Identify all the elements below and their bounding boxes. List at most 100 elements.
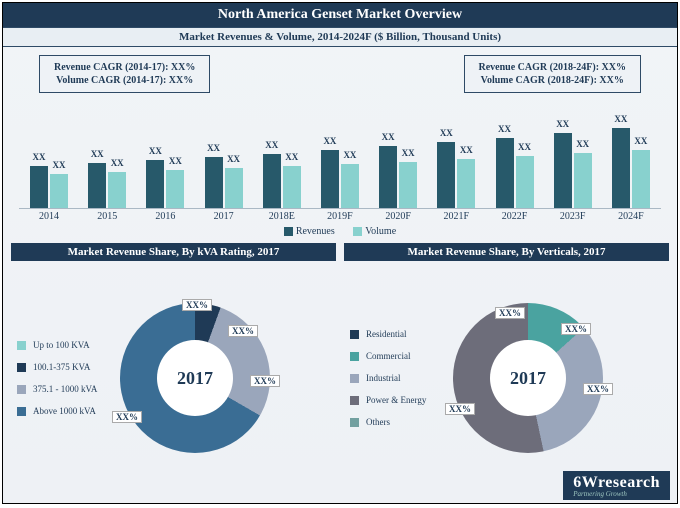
donut-legend-item: Commercial <box>350 351 439 361</box>
legend-swatch <box>17 407 26 416</box>
cagr-left-line2: Volume CAGR (2014-17): XX% <box>54 74 195 87</box>
bar-value-label: XX <box>111 158 124 168</box>
bar-chart: XXXXXXXXXXXXXXXXXXXXXXXXXXXXXXXXXXXXXXXX… <box>3 97 677 243</box>
bar-group: XXXX <box>430 142 482 208</box>
revenue-bar: XX <box>30 166 48 208</box>
bar-value-label: XX <box>498 124 511 134</box>
donut-kva-center: 2017 <box>157 340 233 416</box>
x-axis-label: 2014 <box>23 211 75 222</box>
revenue-bar: XX <box>321 150 339 208</box>
legend-label: Industrial <box>366 373 401 383</box>
bar-value-label: XX <box>382 132 395 142</box>
volume-bar: XX <box>108 172 126 208</box>
legend-swatch <box>350 418 359 427</box>
legend-label: Others <box>366 417 390 427</box>
slice-label: XX% <box>228 325 258 337</box>
legend-label: Above 1000 kVA <box>33 406 96 416</box>
bar-group: XXXX <box>547 133 599 208</box>
donut-legend-item: Residential <box>350 329 439 339</box>
donut-legend-item: Power & Energy <box>350 395 439 405</box>
revenue-bar: XX <box>437 142 455 208</box>
legend-swatch <box>350 352 359 361</box>
legend-label: Residential <box>366 329 407 339</box>
x-axis-label: 2023F <box>547 211 599 222</box>
legend-swatch <box>350 330 359 339</box>
cagr-right-line2: Volume CAGR (2018-24F): XX% <box>479 74 626 87</box>
volume-bar: XX <box>225 168 243 208</box>
panels-row: Market Revenue Share, By kVA Rating, 201… <box>3 243 677 503</box>
legend-swatch <box>17 385 26 394</box>
legend-volume: Volume <box>353 226 396 237</box>
legend-label: Commercial <box>366 351 411 361</box>
bar-value-label: XX <box>33 152 46 162</box>
volume-bar: XX <box>283 166 301 208</box>
revenue-bar: XX <box>612 128 630 208</box>
slice-label: XX% <box>495 307 525 319</box>
donut-legend-item: Up to 100 KVA <box>17 340 106 350</box>
volume-bar: XX <box>457 159 475 208</box>
x-axis-label: 2018E <box>256 211 308 222</box>
bar-group: XX XX <box>314 150 366 208</box>
x-axis-label: 2019F <box>314 211 366 222</box>
donut-legend-item: Others <box>350 417 439 427</box>
revenue-bar: XX <box>379 146 397 208</box>
bar-value-label: XX <box>169 156 182 166</box>
cagr-left-line1: Revenue CAGR (2014-17): XX% <box>54 61 195 74</box>
legend-revenues: Revenues <box>284 226 337 237</box>
legend-swatch <box>17 341 26 350</box>
bar-value-label: XX <box>323 136 336 146</box>
report-frame: North America Genset Market Overview Mar… <box>2 2 678 504</box>
bar-value-label: XX <box>460 145 473 155</box>
bar-value-label: XX <box>265 140 278 150</box>
revenue-bar: XX <box>496 138 514 208</box>
donut-legend-item: Above 1000 kVA <box>17 406 106 416</box>
bar-value-label: XX <box>53 160 66 170</box>
slice-label: XX% <box>250 375 280 387</box>
bar-value-label: XX <box>402 148 415 158</box>
x-axis-label: 2017 <box>198 211 250 222</box>
bar-value-label: XX <box>285 152 298 162</box>
revenue-bar: XX <box>205 157 223 208</box>
donut-verticals-center: 2017 <box>490 340 566 416</box>
bar-group: XXXX <box>81 163 133 208</box>
subtitle: Market Revenues & Volume, 2014-2024F ($ … <box>3 27 677 47</box>
bar-group: XXXX <box>139 160 191 208</box>
x-axis-label: 2020F <box>372 211 424 222</box>
revenue-bar: XX <box>146 160 164 208</box>
revenue-bar: XX <box>263 154 281 208</box>
bar-value-label: XX <box>576 139 589 149</box>
bar-group: XXXX <box>198 157 250 208</box>
revenue-bar: XX <box>88 163 106 208</box>
legend-swatch <box>17 363 26 372</box>
bar-group: XXXX <box>23 166 75 208</box>
x-axis-label: 2024F <box>605 211 657 222</box>
volume-bar: XX <box>632 150 650 208</box>
legend-label: Up to 100 KVA <box>33 340 90 350</box>
main-title: North America Genset Market Overview <box>3 3 677 27</box>
bar-value-label: XX <box>227 154 240 164</box>
cagr-right-line1: Revenue CAGR (2018-24F): XX% <box>479 61 626 74</box>
slice-label: XX% <box>561 323 591 335</box>
bar-value-label: XX <box>440 128 453 138</box>
volume-bar: XX <box>166 170 184 208</box>
volume-bar: XX <box>574 153 592 208</box>
volume-bar: XX <box>50 174 68 208</box>
donut-legend-item: 100.1-375 KVA <box>17 362 106 372</box>
legend-label: 100.1-375 KVA <box>33 362 90 372</box>
slice-label: XX% <box>583 383 613 395</box>
cagr-row: Revenue CAGR (2014-17): XX% Volume CAGR … <box>3 47 677 97</box>
slice-label: XX% <box>112 411 142 423</box>
bar-chart-legend: Revenues Volume <box>19 222 661 243</box>
legend-label: 375.1 - 1000 kVA <box>33 384 97 394</box>
bar-value-label: XX <box>343 150 356 160</box>
revenue-bar: XX <box>554 133 572 208</box>
bar-group: XXXX <box>489 138 541 208</box>
donut-legend-item: 375.1 - 1000 kVA <box>17 384 106 394</box>
x-axis-label: 2022F <box>489 211 541 222</box>
bar-group: XXXX <box>605 128 657 208</box>
bar-group: XX XX <box>372 146 424 208</box>
legend-label: Power & Energy <box>366 395 426 405</box>
legend-swatch <box>350 374 359 383</box>
panel-kva: Market Revenue Share, By kVA Rating, 201… <box>11 243 336 495</box>
logo-sub: Partnering Growth <box>573 491 660 498</box>
